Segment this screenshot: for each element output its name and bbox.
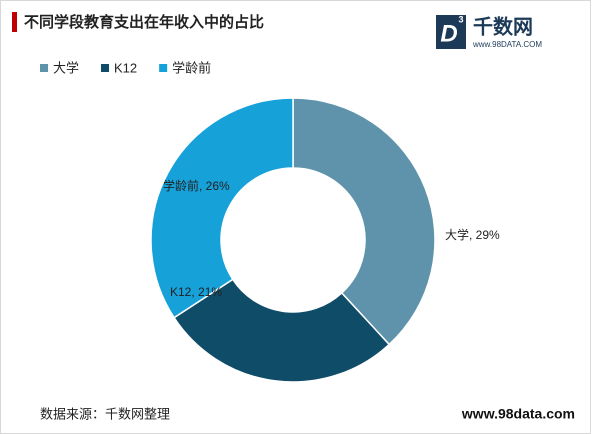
legend-label: K12 (114, 60, 137, 75)
donut-slice (173, 278, 391, 383)
legend-swatch (101, 64, 110, 72)
donut-slice (292, 97, 436, 346)
data-label: K12, 21% (170, 285, 222, 299)
donut-slice (150, 97, 294, 319)
legend-swatch (159, 64, 168, 72)
data-label: 学龄前, 26% (163, 178, 230, 193)
logo-name: 千数网 (473, 14, 533, 38)
legend-label: 学龄前 (172, 60, 211, 75)
logo-url: www.98DATA.COM (472, 40, 542, 49)
site: www.98data.com (461, 406, 575, 422)
legend-label: 大学 (53, 60, 79, 75)
chart-title: 不同学段教育支出在年收入中的占比 (24, 13, 264, 31)
data-label: 大学, 29% (445, 227, 500, 242)
source: 数据来源：千数网整理 (40, 406, 170, 421)
logo-mark: D (440, 20, 457, 47)
logo-box (436, 15, 466, 49)
title-accent (12, 12, 17, 32)
logo: D 3 千数网 www.98DATA.COM (436, 14, 542, 49)
logo-sup: 3 (458, 14, 463, 24)
legend-swatch (40, 64, 48, 72)
